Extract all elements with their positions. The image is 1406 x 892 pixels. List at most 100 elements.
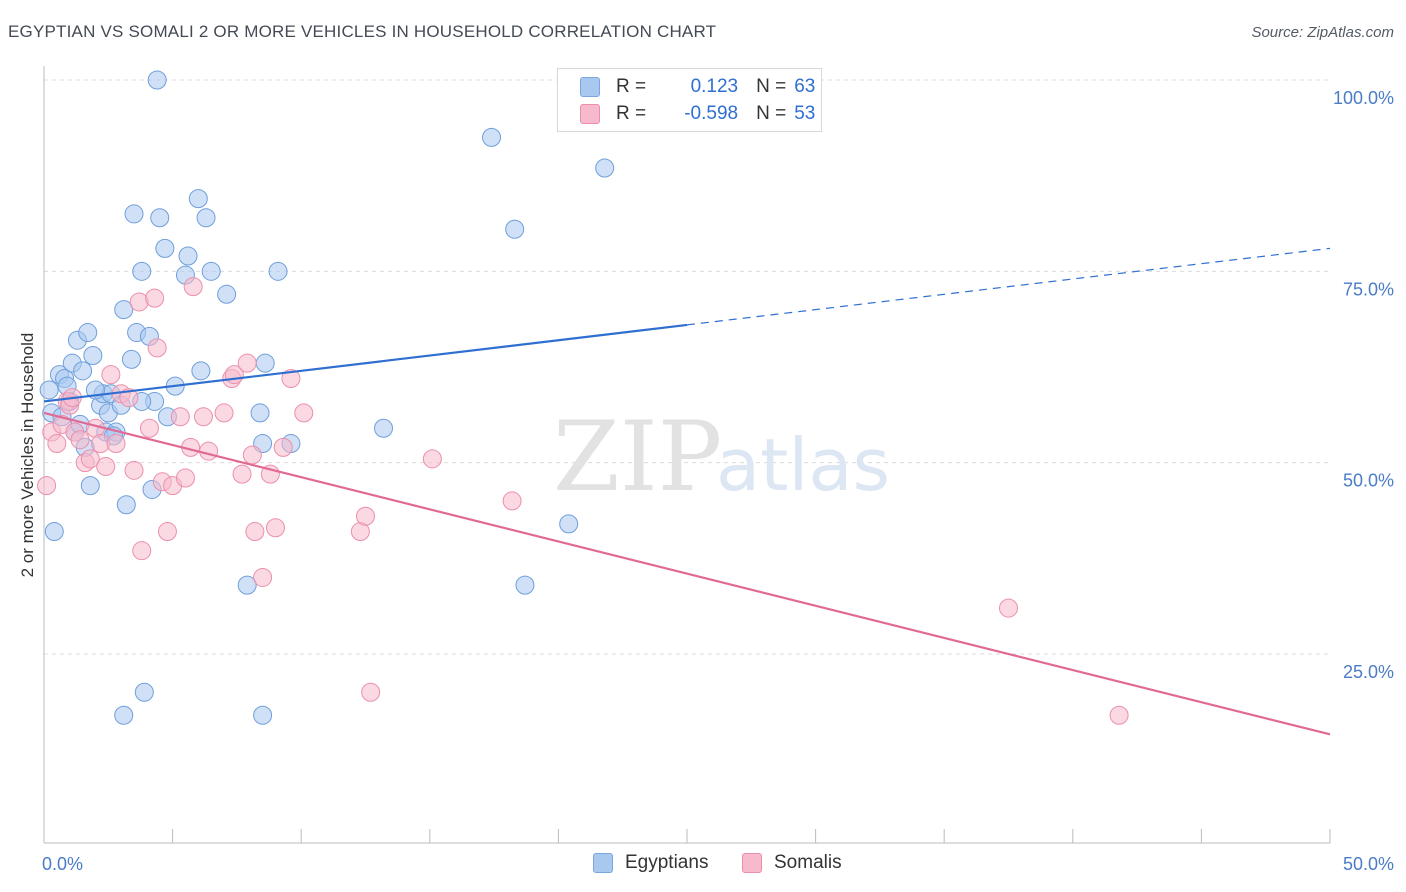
point-egyptians: [121, 349, 141, 369]
legend-label-egyptians: Egyptians: [625, 852, 709, 873]
legend-swatch-somalis: [742, 853, 762, 873]
y-tick-label: 25.0%: [1343, 662, 1394, 682]
point-egyptians: [268, 261, 288, 281]
point-egyptians: [250, 403, 270, 423]
legend-n-value: 63: [794, 76, 816, 97]
x-tick-labels: 0.0% 50.0%: [42, 854, 1394, 874]
point-somalis: [170, 407, 190, 427]
trend-lines: [43, 247, 1331, 736]
point-egyptians: [39, 380, 59, 400]
legend-item-egyptians[interactable]: Egyptians: [593, 852, 708, 874]
point-egyptians: [505, 219, 525, 239]
series-legend: Egyptians Somalis: [0, 852, 1406, 876]
point-egyptians: [134, 682, 154, 702]
point-egyptians: [44, 522, 64, 542]
legend-r-value: -0.598: [684, 103, 739, 124]
point-somalis: [356, 506, 375, 526]
legend-swatch-egyptians: [593, 853, 613, 873]
point-somalis: [502, 491, 522, 511]
y-tick-label: 100.0%: [1333, 88, 1394, 108]
point-somalis: [237, 353, 257, 373]
legend-swatch-somalis: [580, 104, 600, 124]
legend-r-label: R =: [616, 76, 647, 97]
source-label: Source: ZipAtlas.com: [1251, 24, 1394, 41]
point-somalis: [96, 456, 116, 476]
point-egyptians: [374, 418, 394, 438]
point-egyptians: [196, 208, 216, 228]
point-egyptians: [191, 361, 211, 381]
point-somalis: [119, 388, 139, 408]
point-somalis: [80, 449, 100, 469]
trend-line-egyptians-extension: [686, 247, 1331, 326]
y-tick-label: 50.0%: [1343, 471, 1394, 491]
legend-label-somalis: Somalis: [774, 852, 842, 873]
point-egyptians: [253, 705, 273, 725]
legend-r-value: 0.123: [690, 76, 739, 97]
point-egyptians: [255, 353, 275, 373]
legend-n-label: N =: [756, 76, 787, 97]
trend-line-egyptians: [43, 323, 688, 403]
watermark-zip: ZIP: [553, 401, 722, 513]
x-tick-label: 50.0%: [1343, 854, 1394, 874]
point-egyptians: [114, 300, 134, 320]
point-somalis: [132, 541, 152, 561]
point-egyptians: [124, 204, 144, 224]
watermark-atlas: atlas: [716, 423, 890, 507]
point-egyptians: [147, 70, 167, 90]
point-egyptians: [237, 575, 257, 595]
trend-line-somalis: [43, 411, 1331, 736]
point-somalis: [214, 403, 234, 423]
data-points: [37, 70, 1129, 725]
point-somalis: [175, 468, 195, 488]
point-somalis: [139, 418, 159, 438]
point-egyptians: [515, 575, 535, 595]
point-somalis: [47, 434, 67, 454]
y-tick-labels: 25.0% 50.0% 75.0% 100.0%: [1333, 88, 1394, 682]
legend-n-label: N =: [756, 103, 787, 124]
point-somalis: [265, 518, 285, 538]
point-somalis: [145, 288, 165, 308]
point-egyptians: [132, 261, 152, 281]
point-somalis: [199, 441, 219, 461]
point-egyptians: [73, 361, 93, 381]
point-somalis: [245, 522, 265, 542]
point-egyptians: [188, 189, 208, 209]
legend-r-label: R =: [616, 103, 647, 124]
point-somalis: [70, 430, 90, 450]
point-egyptians: [83, 346, 103, 366]
y-tick-label: 75.0%: [1343, 279, 1394, 299]
point-egyptians: [217, 284, 237, 304]
point-somalis: [232, 464, 252, 484]
point-egyptians: [482, 127, 502, 147]
point-somalis: [294, 403, 314, 423]
legend-n-value: 53: [794, 103, 816, 124]
point-egyptians: [178, 246, 198, 266]
point-somalis: [101, 365, 121, 385]
point-somalis: [124, 460, 144, 480]
point-somalis: [999, 598, 1018, 618]
point-egyptians: [78, 323, 98, 343]
point-egyptians: [80, 476, 100, 496]
point-somalis: [157, 522, 177, 542]
point-somalis: [273, 437, 293, 457]
legend-swatch-egyptians: [580, 77, 600, 97]
point-somalis: [193, 407, 213, 427]
point-somalis: [422, 449, 442, 469]
point-egyptians: [595, 158, 615, 178]
x-tick-label: 0.0%: [42, 854, 83, 874]
watermark: ZIP atlas: [553, 401, 890, 513]
legend-row-somalis: R = -0.598 N = 53: [580, 101, 815, 127]
correlation-legend: R = 0.123 N = 63 R = -0.598 N = 53: [557, 68, 822, 132]
point-somalis: [183, 277, 203, 297]
point-egyptians: [559, 514, 579, 534]
axes: [43, 66, 1331, 844]
point-somalis: [253, 567, 273, 587]
legend-item-somalis[interactable]: Somalis: [742, 852, 842, 874]
point-egyptians: [116, 495, 136, 515]
point-somalis: [147, 338, 167, 358]
chart-title: EGYPTIAN VS SOMALI 2 OR MORE VEHICLES IN…: [8, 22, 717, 41]
legend-row-egyptians: R = 0.123 N = 63: [580, 74, 815, 100]
point-somalis: [106, 434, 126, 454]
point-somalis: [361, 682, 381, 702]
